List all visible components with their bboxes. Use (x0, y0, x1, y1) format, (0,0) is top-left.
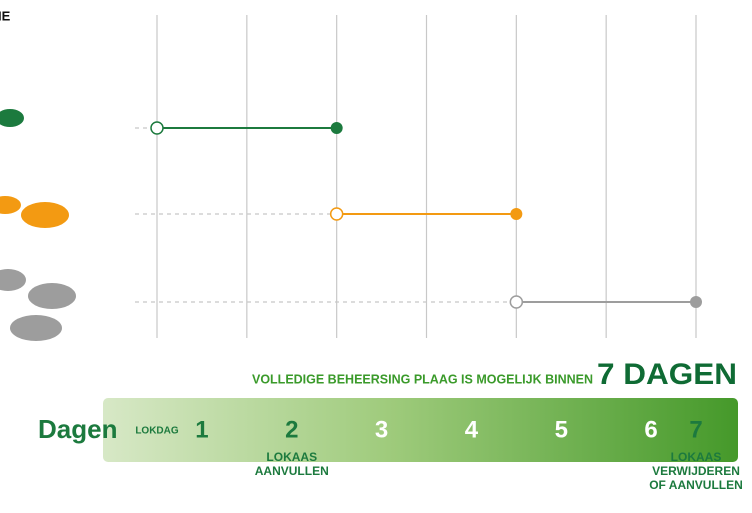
annotation: VOLLEDIGE BEHEERSING PLAAG IS MOGELIJK B… (252, 372, 593, 386)
note-line: OF AANVULLEN (649, 478, 743, 492)
note-line: VERWIJDEREN (652, 464, 740, 478)
x-tick-label: 4 (465, 416, 479, 443)
note-line: LOKAAS (266, 450, 317, 464)
x-tick-label: 6 (644, 416, 657, 443)
x-tick-label: 1 (195, 416, 208, 443)
chart: IE VOLLEDIGE BEHEERSING PLAAG IS MOGELIJ… (0, 0, 752, 513)
start-point (151, 122, 163, 134)
strip-label: Dagen (38, 414, 117, 444)
x-tick-label: 2 (285, 416, 298, 443)
annotation-highlight: 7 DAGEN (597, 358, 737, 391)
chart-title: IE (0, 8, 11, 23)
x-tick-label: 5 (555, 416, 568, 443)
x-tick-label: 7 (689, 416, 702, 443)
x-tick-label: LOKDAG (135, 426, 179, 437)
end-point (690, 296, 702, 308)
rat-icons (0, 109, 76, 341)
end-point (331, 122, 343, 134)
end-point (510, 208, 522, 220)
note-line: LOKAAS (671, 450, 722, 464)
start-point (510, 296, 522, 308)
start-point (331, 208, 343, 220)
x-tick-label: 3 (375, 416, 388, 443)
note-line: AANVULLEN (255, 464, 329, 478)
